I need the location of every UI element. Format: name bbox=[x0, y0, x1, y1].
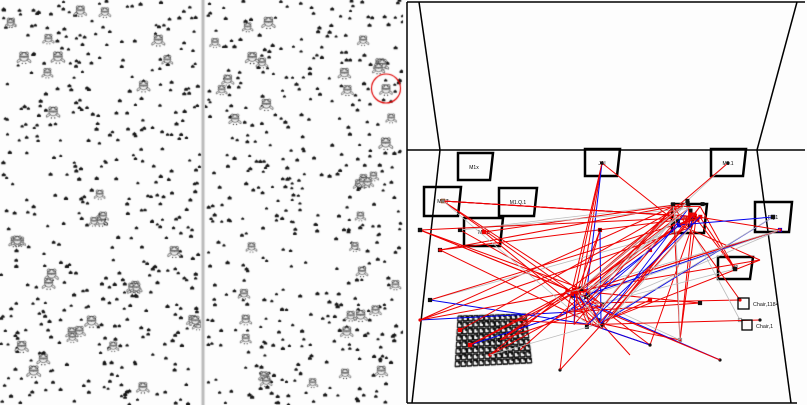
svg-text:Chair,1: Chair,1 bbox=[756, 324, 773, 330]
svg-text:Chair,1184: Chair,1184 bbox=[753, 302, 779, 308]
svg-text:M1x: M1x bbox=[469, 165, 479, 171]
